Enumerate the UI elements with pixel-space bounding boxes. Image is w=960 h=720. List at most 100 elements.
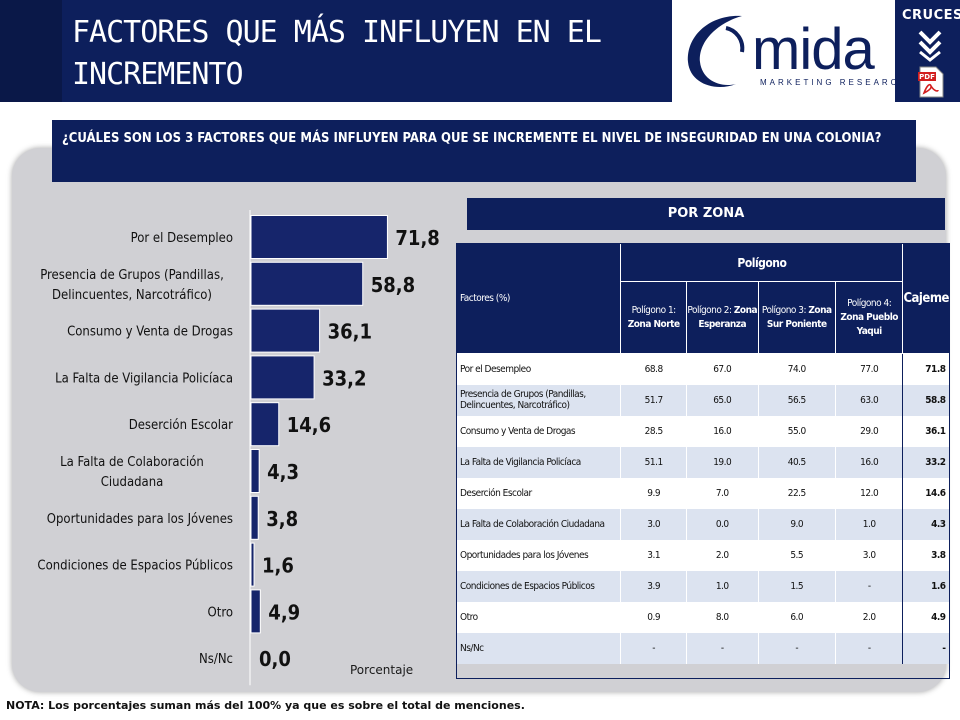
zone-value-cell: 5.5 <box>757 539 836 571</box>
zone-value-cell: 3.0 <box>620 508 687 540</box>
zone-value-cell: 65.0 <box>685 384 759 416</box>
zone-value-cell: 56.5 <box>757 384 836 416</box>
zone-value-cell: 68.8 <box>620 353 687 385</box>
bar <box>250 261 364 306</box>
zone-value-cell: 29.0 <box>834 415 903 447</box>
header-zone-name: Zona Pueblo Yaqui <box>840 311 898 337</box>
table-row: Consumo y Venta de Drogas 28.5 16.0 55.0 29.… <box>455 415 950 447</box>
zone-value-cell: 6.0 <box>757 601 836 633</box>
total-cell: 1.6 <box>902 570 950 602</box>
zone-banner: POR ZONA <box>467 198 945 230</box>
zone-value-cell: 51.7 <box>620 384 687 416</box>
zone-value-cell: 51.1 <box>620 446 687 478</box>
table-row: Ns/Nc - - - - - <box>455 632 950 664</box>
zone-value-cell: 63.0 <box>834 384 903 416</box>
bar-chart: 71,8 Por el Desempleo 58,8 Presencia de Gru… <box>37 210 440 686</box>
header-cajeme: Cajeme <box>902 243 950 354</box>
data-label: 33,2 <box>322 366 366 390</box>
bar <box>250 215 388 259</box>
zone-value-cell: 12.0 <box>834 477 903 509</box>
cruces-label[interactable]: CRUCES <box>902 8 960 23</box>
category-tick-label: La Falta de Vigilancia Policíaca <box>55 371 233 386</box>
zone-value-cell: 1.0 <box>834 508 903 540</box>
zone-value-cell: 19.0 <box>685 446 759 478</box>
factor-cell: Consumo y Venta de Drogas <box>455 415 621 447</box>
category-tick-label: Otro <box>208 605 233 620</box>
zone-value-cell: 40.5 <box>757 446 836 478</box>
data-label: 14,6 <box>287 413 331 437</box>
total-cell: 71.8 <box>902 353 950 385</box>
header-zone-name: Zona Sur Poniente <box>766 304 832 330</box>
zone-value-cell: 1.0 <box>685 570 759 602</box>
x-axis-label: Porcentaje <box>350 663 414 677</box>
zone-value-cell: 0.0 <box>685 508 759 540</box>
data-label: 1,6 <box>262 554 294 578</box>
header-zone-3: Polígono 3: Zona Sur Poniente <box>757 281 836 354</box>
data-label: 4,3 <box>267 460 299 484</box>
data-label: 0,0 <box>259 647 291 671</box>
table-row: La Falta de Colaboración Ciudadana 3.0 0.0… <box>455 508 950 540</box>
factor-cell: La Falta de Colaboración Ciudadana <box>455 508 621 540</box>
bar <box>250 589 261 634</box>
data-label: 71,8 <box>395 226 439 250</box>
total-cell: 4.3 <box>902 508 950 540</box>
table-row: La Falta de Vigilancia Policíaca 51.1 19.0… <box>455 446 950 478</box>
zone-value-cell: 3.1 <box>620 539 687 571</box>
zone-value-cell: - <box>620 632 687 664</box>
zone-value-cell: 77.0 <box>834 353 903 385</box>
category-tick-label: Deserción Escolar <box>129 418 233 433</box>
data-label: 58,8 <box>371 273 415 297</box>
svg-text:PDF: PDF <box>919 73 935 81</box>
header-zone-prefix: Polígono 1: <box>631 304 677 316</box>
category-tick-label: Consumo y Venta de Drogas <box>67 325 233 340</box>
zone-value-cell: 3.0 <box>834 539 903 571</box>
zone-value-cell: 8.0 <box>685 601 759 633</box>
pdf-icon[interactable]: PDF <box>918 66 944 98</box>
factor-cell: Oportunidades para los Jóvenes <box>455 539 621 571</box>
bar <box>250 449 260 493</box>
factor-cell: Presencia de Grupos (Pandillas, Delincue… <box>455 384 621 416</box>
zone-table: Factores (%) Polígono Cajeme Polígono 1:… <box>455 243 950 664</box>
table-row: Condiciones de Espacios Públicos 3.9 1.0 1.… <box>455 570 950 602</box>
table-row: Otro 0.9 8.0 6.0 2.0 4.9 <box>455 601 950 633</box>
header-zone-prefix: Polígono 3: <box>761 304 807 316</box>
factor-cell: Otro <box>455 601 621 633</box>
logo-swoosh-icon <box>687 15 745 88</box>
header-side-accent <box>0 0 62 102</box>
zone-value-cell: 74.0 <box>757 353 836 385</box>
zone-value-cell: - <box>685 632 759 664</box>
logo-tagline: MARKETING RESEARCH <box>760 78 909 87</box>
category-tick-label: Presencia de Grupos (Pandillas, <box>40 268 224 283</box>
table-row: Presencia de Grupos (Pandillas, Delincue… <box>455 384 950 416</box>
header-zone-4: Polígono 4: Zona Pueblo Yaqui <box>834 281 904 354</box>
zone-value-cell: 2.0 <box>834 601 903 633</box>
zone-value-cell: 9.0 <box>757 508 836 540</box>
category-tick-label: La Falta de Colaboración <box>60 455 204 470</box>
zone-value-cell: - <box>757 632 836 664</box>
data-label: 36,1 <box>328 320 372 344</box>
zone-value-cell: 7.0 <box>685 477 759 509</box>
header-zone-name: Zona Norte <box>627 318 680 330</box>
zone-value-cell: - <box>834 632 903 664</box>
total-cell: - <box>902 632 950 664</box>
zone-value-cell: 16.0 <box>685 415 759 447</box>
zone-value-cell: 0.9 <box>620 601 687 633</box>
total-cell: 3.8 <box>902 539 950 571</box>
table-row: Deserción Escolar 9.9 7.0 22.5 12.0 14.6 <box>455 477 950 509</box>
header-zone-prefix: Polígono 4: <box>847 297 892 309</box>
bar <box>250 402 280 447</box>
zone-value-cell: 1.5 <box>757 570 836 602</box>
header-zone-name: Zona Esperanza <box>698 304 758 330</box>
category-tick-label: Ciudadana <box>101 475 164 490</box>
zone-value-cell: 55.0 <box>757 415 836 447</box>
factor-cell: Por el Desempleo <box>455 353 621 385</box>
data-label: 3,8 <box>266 507 298 531</box>
header-poligono: Polígono <box>620 243 904 282</box>
total-cell: 36.1 <box>902 415 950 447</box>
factor-cell: Condiciones de Espacios Públicos <box>455 570 621 602</box>
factor-cell: Deserción Escolar <box>455 477 621 509</box>
category-tick-label: Delincuentes, Narcotráfico) <box>52 288 212 303</box>
bar <box>250 542 255 587</box>
chevron-down-icon[interactable] <box>918 30 942 62</box>
category-tick-label: Condiciones de Espacios Públicos <box>37 559 233 574</box>
